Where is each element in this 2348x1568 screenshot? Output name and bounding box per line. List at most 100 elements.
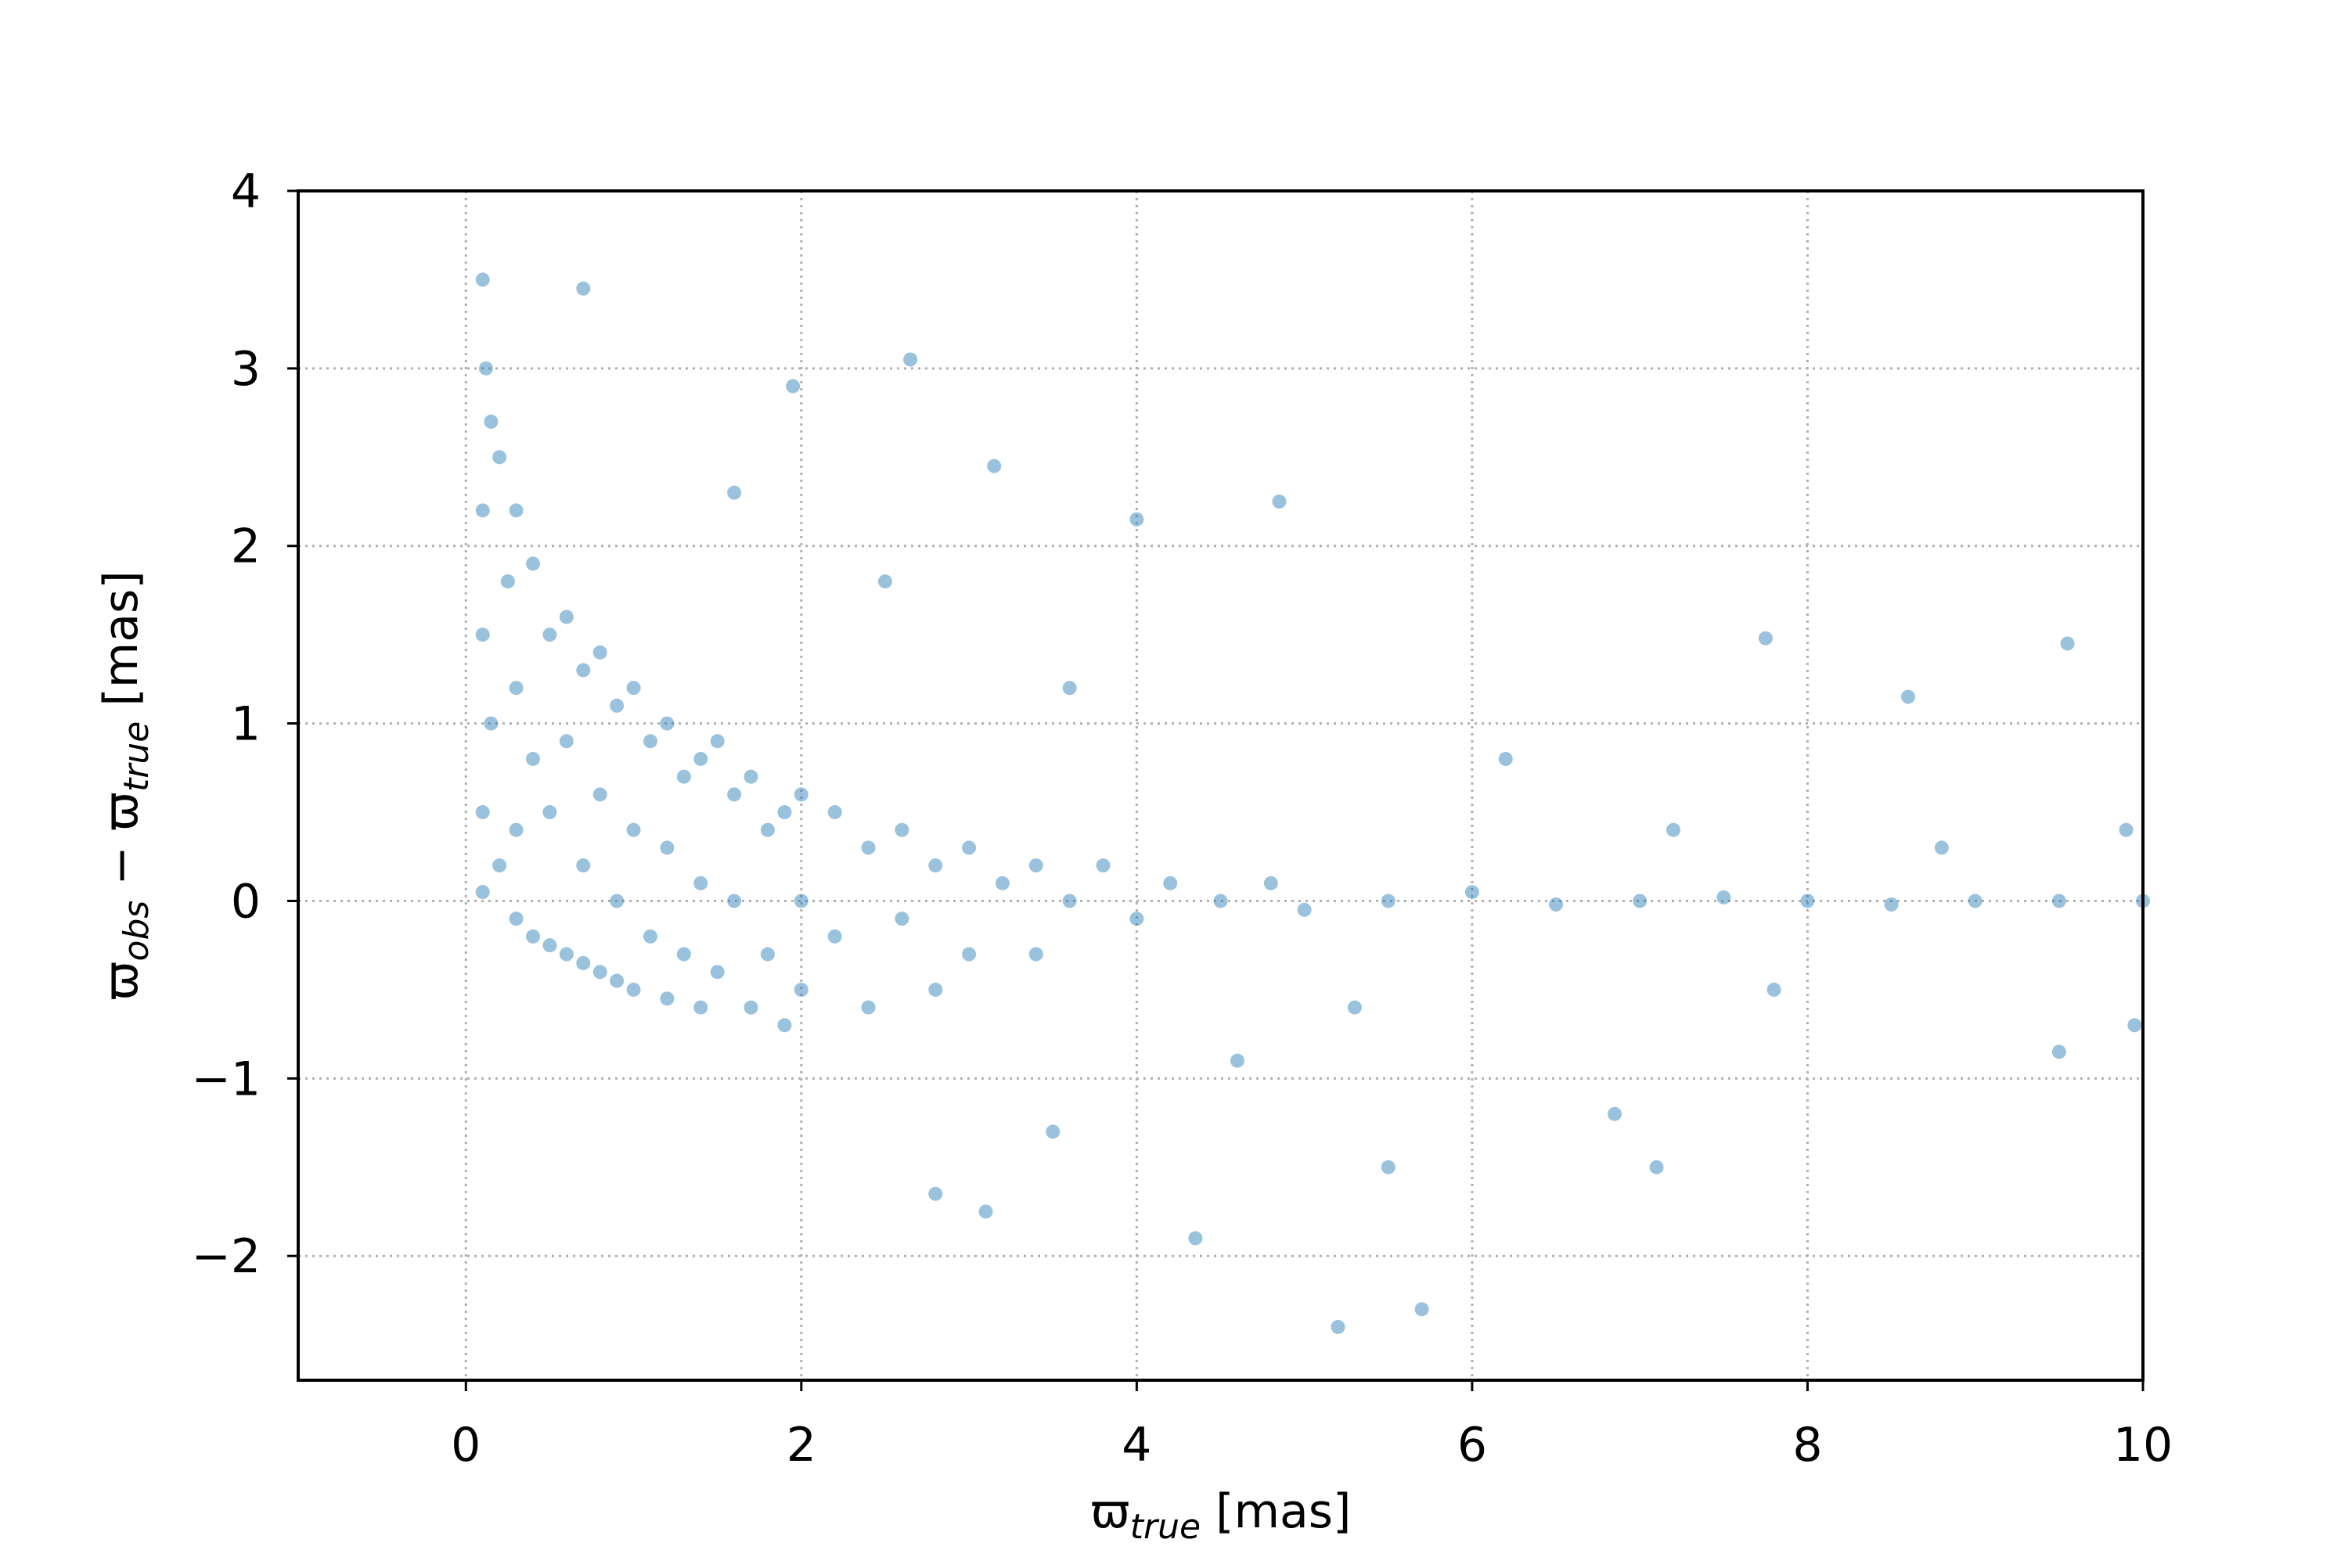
y-tick-label: −2 — [192, 1229, 261, 1284]
point — [626, 681, 641, 696]
point — [777, 805, 792, 820]
point — [576, 281, 591, 296]
point — [643, 734, 657, 749]
point — [2051, 1045, 2066, 1059]
point — [475, 805, 490, 820]
point — [660, 991, 675, 1006]
point — [509, 912, 524, 926]
points — [475, 272, 2150, 1334]
point — [1046, 1124, 1061, 1139]
point — [1758, 631, 1773, 646]
axes-frame — [297, 189, 2145, 1382]
x-tick-label: 8 — [1792, 1418, 1822, 1473]
point — [2127, 1018, 2142, 1033]
point — [484, 414, 499, 429]
point — [1901, 689, 1916, 704]
point — [693, 876, 708, 890]
point — [1062, 681, 1077, 696]
point — [676, 769, 691, 784]
point — [827, 929, 842, 944]
point — [895, 822, 909, 837]
point — [660, 716, 675, 731]
point — [1608, 1106, 1622, 1121]
y-tick-label: 1 — [231, 697, 261, 752]
point — [592, 645, 607, 660]
point — [1297, 902, 1312, 917]
point — [626, 982, 641, 997]
point — [1129, 512, 1144, 527]
point — [928, 982, 943, 997]
point — [1633, 894, 1648, 908]
point — [1968, 894, 1982, 908]
point — [525, 751, 540, 766]
point — [1272, 494, 1287, 509]
point — [610, 698, 625, 713]
point — [500, 574, 515, 589]
point — [1129, 912, 1144, 926]
point — [693, 1000, 708, 1015]
point — [1062, 894, 1077, 908]
x-tick-label: 10 — [2113, 1418, 2173, 1473]
point — [676, 947, 691, 962]
y-tick-label: −1 — [192, 1052, 261, 1106]
point — [559, 947, 574, 962]
x-tick-label: 4 — [1122, 1418, 1151, 1473]
point — [542, 805, 557, 820]
label-part: − ϖ — [94, 792, 149, 901]
point — [794, 787, 808, 802]
point — [895, 912, 909, 926]
x-axis-label: ϖtrue [mas] — [1091, 1484, 1352, 1547]
y-tick-label: 3 — [231, 342, 261, 397]
point — [1096, 858, 1111, 873]
point — [1498, 751, 1513, 766]
point — [928, 1186, 943, 1201]
point — [576, 858, 591, 873]
label-part: ϖ — [94, 961, 149, 1000]
point — [861, 840, 876, 855]
point — [576, 663, 591, 678]
point — [1884, 897, 1899, 912]
point — [610, 894, 625, 908]
point — [475, 503, 490, 518]
point — [475, 628, 490, 642]
point — [928, 858, 943, 873]
point — [2051, 894, 2066, 908]
y-tick-label: 2 — [231, 520, 261, 574]
point — [760, 947, 775, 962]
point — [1028, 858, 1043, 873]
point — [1800, 894, 1815, 908]
point — [1263, 876, 1278, 890]
label-part: ϖ — [1091, 1484, 1130, 1539]
label-part: [mas] — [1201, 1484, 1351, 1539]
point — [727, 894, 742, 908]
x-tick-label: 0 — [451, 1418, 481, 1473]
y-axis-label: ϖobs − ϖtrue [mas] — [94, 570, 157, 1000]
point — [643, 929, 657, 944]
point — [509, 503, 524, 518]
point — [794, 982, 808, 997]
point — [542, 628, 557, 642]
point — [861, 1000, 876, 1015]
point — [509, 681, 524, 696]
point — [592, 965, 607, 980]
point — [760, 822, 775, 837]
label-subscript: true — [117, 721, 157, 792]
point — [525, 929, 540, 944]
grid — [298, 189, 2145, 1380]
point — [903, 352, 918, 367]
point — [475, 272, 490, 287]
point — [2060, 636, 2075, 651]
x-tick-label: 2 — [787, 1418, 816, 1473]
point — [559, 610, 574, 624]
point — [786, 379, 801, 394]
point — [1716, 890, 1731, 904]
point — [1163, 876, 1178, 890]
point — [1347, 1000, 1362, 1015]
point — [484, 716, 499, 731]
point — [1766, 982, 1781, 997]
point — [610, 973, 625, 988]
point — [1213, 894, 1228, 908]
point — [693, 751, 708, 766]
